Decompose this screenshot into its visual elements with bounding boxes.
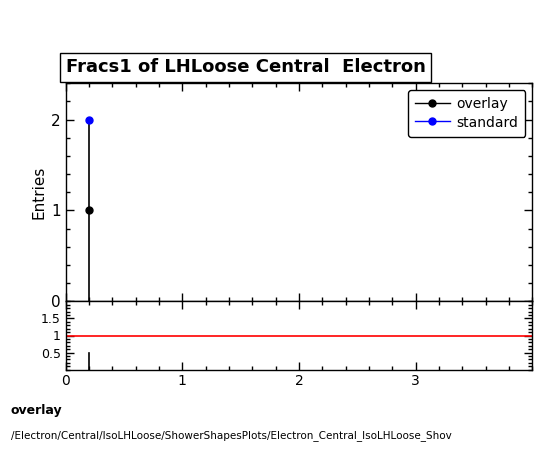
Y-axis label: Entries: Entries bbox=[32, 165, 47, 219]
Text: /Electron/Central/IsoLHLoose/ShowerShapesPlots/Electron_Central_IsoLHLoose_Shov: /Electron/Central/IsoLHLoose/ShowerShape… bbox=[11, 431, 452, 442]
Text: Fracs1 of LHLoose Central  Electron: Fracs1 of LHLoose Central Electron bbox=[66, 58, 425, 76]
Text: overlay: overlay bbox=[11, 404, 63, 417]
Legend: overlay, standard: overlay, standard bbox=[408, 90, 525, 137]
